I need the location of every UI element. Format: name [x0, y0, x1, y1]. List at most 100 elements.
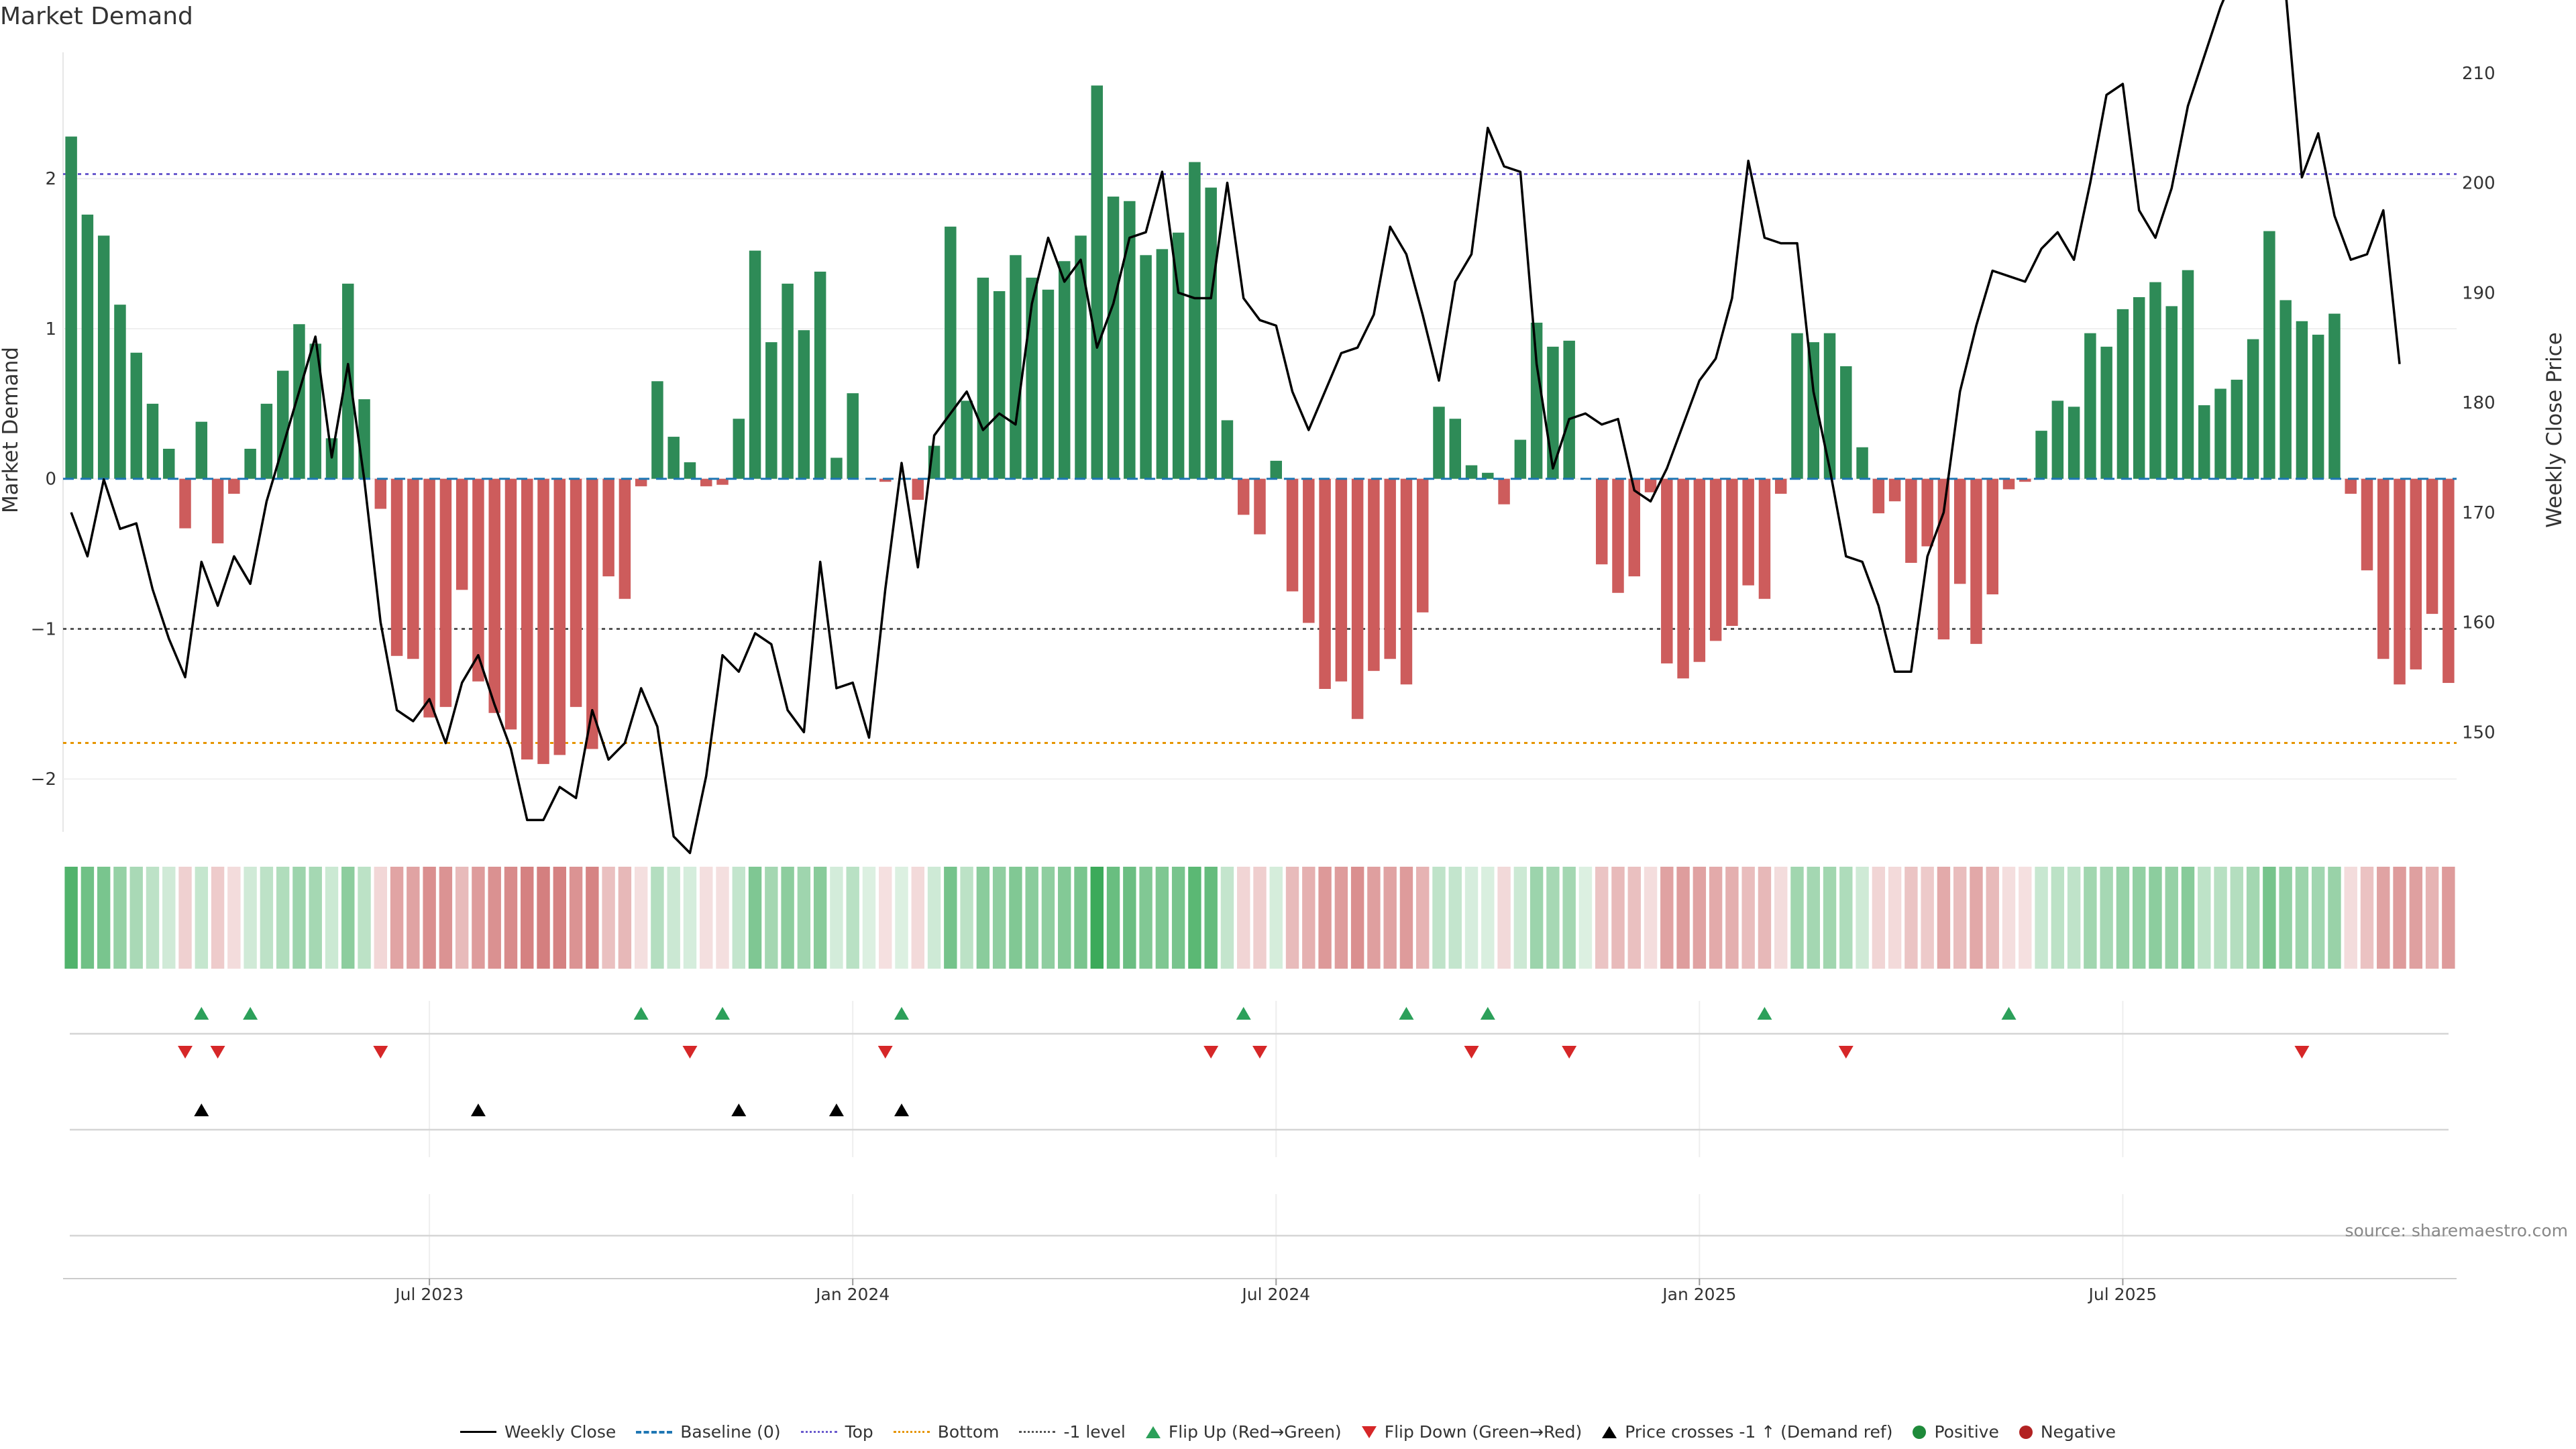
heat-strip-cell — [2116, 867, 2130, 969]
heat-strip-cell — [911, 867, 924, 969]
heat-strip-cell — [211, 867, 225, 969]
y-tick-label-right: 150 — [2462, 722, 2496, 743]
heat-strip-cell — [2295, 867, 2309, 969]
legend-negative: Negative — [2019, 1422, 2116, 1442]
demand-bar — [1498, 478, 1510, 504]
heat-strip-cell — [407, 867, 420, 969]
heat-strip-cell — [944, 867, 957, 969]
flip-up-marker — [1236, 1007, 1251, 1020]
heat-strip-cell — [586, 867, 599, 969]
demand-bar — [1677, 478, 1689, 679]
heat-strip-cell — [2230, 867, 2244, 969]
heat-strip-cell — [667, 867, 680, 969]
heat-strip-cell — [1481, 867, 1495, 969]
heat-strip-cell — [1269, 867, 1283, 969]
heat-strip-cell — [1188, 867, 1201, 969]
heat-strip-cell — [1204, 867, 1218, 969]
heat-strip-cell — [2084, 867, 2097, 969]
heat-strip-cell — [1416, 867, 1430, 969]
heat-strip-cell — [309, 867, 322, 969]
flip-down-marker — [2294, 1046, 2310, 1059]
heat-strip-cell — [341, 867, 355, 969]
heat-strip-cell — [2067, 867, 2081, 969]
heat-strip-cell — [895, 867, 908, 969]
demand-bar — [1010, 255, 1022, 479]
heat-strip-cell — [1856, 867, 1869, 969]
heat-strip-cell — [113, 867, 127, 969]
demand-bar — [1482, 472, 1494, 479]
heat-strip-cell — [178, 867, 192, 969]
heat-strip-cell — [1774, 867, 1788, 969]
demand-bar — [553, 478, 566, 755]
demand-bar — [1774, 478, 1787, 494]
flip-down-marker — [877, 1046, 893, 1059]
heat-strip-cell — [553, 867, 567, 969]
demand-bar — [1530, 323, 1543, 479]
demand-bar — [1742, 478, 1754, 586]
demand-bar — [537, 478, 549, 764]
flip-up-marker — [1757, 1007, 1772, 1020]
heat-strip-cell — [227, 867, 241, 969]
flip-down-marker — [1252, 1046, 1267, 1059]
heat-strip-cell — [1302, 867, 1316, 969]
heat-strip-cell — [1595, 867, 1609, 969]
heat-strip-cell — [1367, 867, 1381, 969]
heat-strip-cell — [1807, 867, 1820, 969]
demand-bar — [1449, 419, 1462, 479]
y-tick-label-right: 160 — [2462, 613, 2496, 633]
demand-bar — [700, 478, 712, 486]
heat-strip-cell — [1937, 867, 1951, 969]
flip-down-marker — [1838, 1046, 1854, 1059]
heat-strip-cell — [1139, 867, 1152, 969]
heat-strip-cell — [2425, 867, 2439, 969]
demand-bar — [1937, 478, 1950, 640]
demand-bar — [1303, 478, 1315, 623]
y-tick-label-left: −2 — [31, 769, 56, 790]
y-tick-label-right: 210 — [2462, 64, 2496, 84]
demand-bar — [2247, 339, 2259, 479]
dotted-line-swatch-icon — [893, 1431, 930, 1433]
heat-strip-cell — [1497, 867, 1511, 969]
price-cross-marker — [731, 1104, 747, 1116]
legend-flip-down: Flip Down (Green→Red) — [1361, 1422, 1582, 1442]
heat-strip-cell — [1237, 867, 1250, 969]
demand-bar — [1823, 333, 1836, 479]
demand-bar — [879, 478, 892, 482]
heat-strip-cell — [472, 867, 485, 969]
demand-bar — [667, 437, 680, 479]
demand-bar — [244, 448, 256, 479]
demand-bar — [2345, 478, 2357, 494]
heat-strip-cell — [634, 867, 648, 969]
heat-strip-cell — [1741, 867, 1755, 969]
heat-strip-cell — [2181, 867, 2195, 969]
legend-price-cross: Price crosses -1 ↑ (Demand ref) — [1602, 1422, 1892, 1442]
heat-strip-cell — [195, 867, 209, 969]
flip-up-marker — [633, 1007, 649, 1020]
heat-strip-cell — [976, 867, 990, 969]
legend-label: Top — [845, 1422, 873, 1442]
demand-bar — [2443, 478, 2455, 684]
heat-strip-cell — [1171, 867, 1185, 969]
x-tick-label: Jul 2023 — [394, 1285, 464, 1304]
heat-strip-cell — [1986, 867, 1999, 969]
heat-strip-cell — [1090, 867, 1104, 969]
heat-strip-cell — [1334, 867, 1348, 969]
demand-bar — [2068, 407, 2080, 479]
demand-bar — [1042, 289, 1055, 479]
demand-bar — [782, 283, 794, 479]
triangle-up-icon — [1145, 1426, 1161, 1438]
heat-strip-cell — [1693, 867, 1707, 969]
heat-strip-cell — [1009, 867, 1022, 969]
demand-bar — [1726, 478, 1738, 627]
y-tick-label-left: 2 — [45, 169, 56, 189]
chart-title: Market Demand — [0, 3, 193, 30]
demand-bar — [1986, 478, 1998, 595]
demand-bar — [65, 136, 77, 479]
demand-bar — [765, 342, 777, 479]
demand-bar — [1953, 478, 1966, 584]
demand-bar — [1628, 478, 1640, 577]
heat-strip-cell — [1562, 867, 1576, 969]
heat-strip-cell — [1578, 867, 1593, 969]
heat-strip-cell — [2328, 867, 2341, 969]
legend-label: Bottom — [937, 1422, 1000, 1442]
